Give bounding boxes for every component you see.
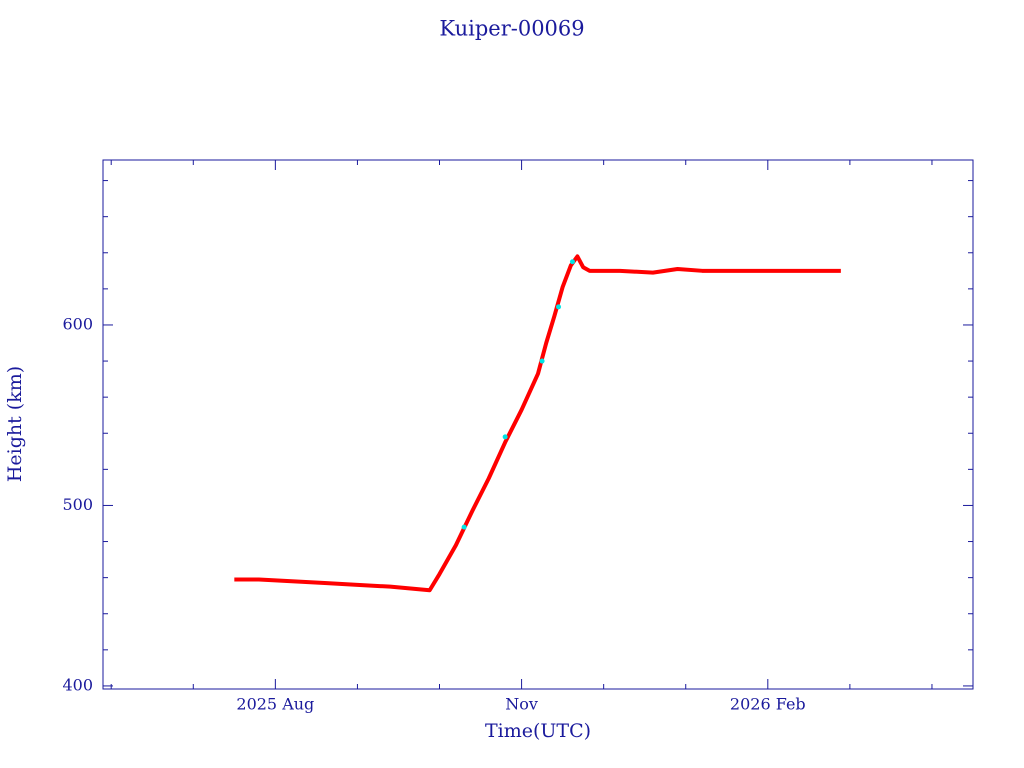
chart-title: Kuiper-00069 xyxy=(439,17,584,41)
series-line xyxy=(234,254,841,593)
x-tick-label: Nov xyxy=(505,695,538,714)
series-point xyxy=(569,259,575,265)
y-axis-label: Height (km) xyxy=(4,366,26,482)
x-axis-label: Time(UTC) xyxy=(485,720,591,742)
x-tick-label: 2026 Feb xyxy=(730,695,806,714)
y-tick-label: 600 xyxy=(62,314,93,333)
plot-frame xyxy=(102,159,974,690)
series-point xyxy=(502,434,508,440)
y-tick-label: 500 xyxy=(62,495,93,514)
x-tick-label: 2025 Aug xyxy=(236,695,314,714)
y-tick-label: 400 xyxy=(62,675,93,694)
series-point xyxy=(556,304,562,310)
series-point xyxy=(539,358,545,364)
series-point xyxy=(461,524,467,530)
